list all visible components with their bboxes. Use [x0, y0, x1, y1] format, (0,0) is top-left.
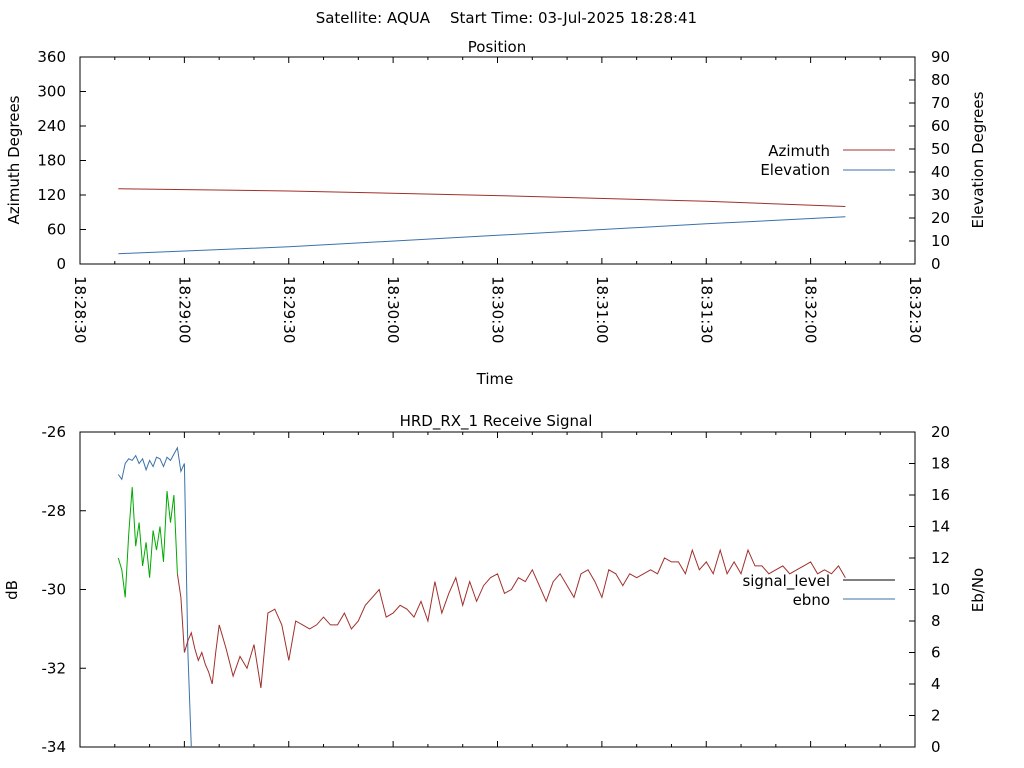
legend-elevation-label: Elevation	[760, 161, 830, 179]
position-x-tick-label: 18:30:00	[384, 276, 402, 343]
position-x-tick-label: 18:32:30	[906, 276, 924, 343]
signal-y-tick-label: -26	[42, 423, 67, 441]
position-y-tick-label: 120	[37, 186, 66, 204]
legend-signal-level-label: signal_level	[742, 572, 830, 591]
position-y-tick-label: 360	[37, 48, 66, 66]
position-y-tick-label: 180	[37, 152, 66, 170]
signal-y2-axis-label: Eb/No	[969, 568, 987, 612]
position-y2-tick-label: 70	[931, 94, 950, 112]
position-series	[118, 188, 846, 255]
signal-y2-tick-label: 12	[931, 549, 950, 567]
position-ticks: 0 60 120 180 240 300 360 0 10 20 30 40 50 60 70 80 90 18:…	[37, 48, 950, 343]
position-y2-tick-label: 0	[931, 255, 941, 273]
signal-y2-tick-label: 2	[931, 707, 941, 725]
position-y2-tick-label: 40	[931, 163, 950, 181]
signal-y2-tick-label: 4	[931, 675, 941, 693]
signal-y2-tick-label: 14	[931, 518, 950, 536]
position-y-axis-label: Azimuth Degrees	[5, 95, 23, 224]
signal-y-tick-label: -32	[42, 659, 67, 677]
position-y-tick-label: 300	[37, 83, 66, 101]
position-x-tick-label: 18:29:30	[280, 276, 298, 343]
position-y2-tick-label: 10	[931, 232, 950, 250]
signal-y-axis-label: dB	[3, 580, 21, 600]
position-chart: Position Azimuth Degrees Elevation Degre…	[5, 38, 987, 388]
signal-chart: HRD_RX_1 Receive Signal dB Eb/No -34-32-…	[3, 412, 987, 756]
signal-y2-tick-label: 18	[931, 455, 950, 473]
position-x-tick-label: 18:32:00	[802, 276, 820, 343]
position-y2-tick-label: 50	[931, 140, 950, 158]
legend-ebno-label: ebno	[793, 591, 830, 609]
series-ebno-line	[117, 446, 192, 748]
position-y2-tick-label: 80	[931, 71, 950, 89]
signal-y2-tick-label: 16	[931, 486, 950, 504]
position-y2-axis-label: Elevation Degrees	[969, 91, 987, 228]
header-start-time: Start Time: 03-Jul-2025 18:28:41	[450, 9, 697, 27]
position-title: Position	[468, 38, 526, 56]
position-y2-tick-label: 60	[931, 117, 950, 135]
signal-y2-tick-label: 8	[931, 612, 941, 630]
signal-y2-tick-label: 10	[931, 581, 950, 599]
header-satellite: Satellite: AQUA	[316, 9, 431, 27]
position-y2-tick-label: 90	[931, 48, 950, 66]
legend-azimuth-label: Azimuth	[768, 142, 830, 160]
position-x-tick-label: 18:30:30	[489, 276, 507, 343]
signal-legend: signal_level ebno	[742, 572, 895, 609]
series-azimuth-line	[118, 188, 846, 207]
position-y-tick-label: 240	[37, 117, 66, 135]
position-x-tick-label: 18:31:30	[697, 276, 715, 343]
signal-title: HRD_RX_1 Receive Signal	[400, 412, 593, 431]
position-legend: Azimuth Elevation	[760, 142, 895, 179]
position-y-tick-label: 0	[56, 255, 66, 273]
signal-series	[117, 446, 846, 748]
signal-y-tick-label: -30	[42, 581, 67, 599]
signal-y-tick-label: -34	[42, 738, 67, 756]
series-signal-level-line	[176, 548, 846, 688]
position-y2-tick-label: 30	[931, 186, 950, 204]
signal-y2-tick-label: 0	[931, 738, 941, 756]
signal-ticks: -34 -32 -30 -28 -26 0 2 4 6 8 10 12 14 16 18 20	[42, 423, 951, 756]
position-y-tick-label: 60	[47, 221, 66, 239]
position-x-tick-label: 18:28:30	[71, 276, 89, 343]
signal-y-tick-label: -28	[42, 502, 67, 520]
position-x-tick-label: 18:29:00	[175, 276, 193, 343]
series-elevation-line	[118, 216, 846, 255]
signal-y2-tick-label: 6	[931, 644, 941, 662]
signal-y2-tick-label: 20	[931, 423, 950, 441]
series-signal-level-early-line	[117, 487, 178, 598]
position-x-tick-label: 18:31:00	[593, 276, 611, 343]
position-y2-tick-label: 20	[931, 209, 950, 227]
position-x-axis-label: Time	[476, 370, 514, 388]
